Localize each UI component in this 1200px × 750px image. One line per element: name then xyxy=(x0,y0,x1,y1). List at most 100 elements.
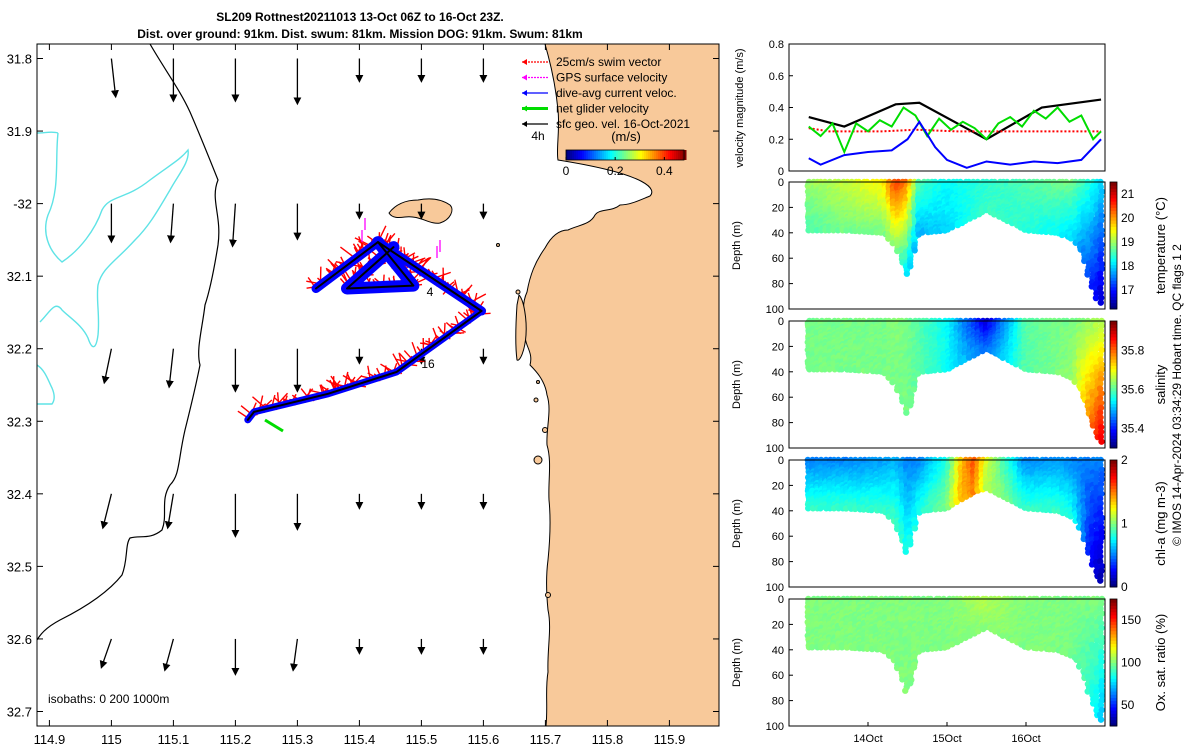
map-x-tick-label: 115.1 xyxy=(158,732,190,747)
colorbar-swatch xyxy=(616,150,619,160)
colorbar-swatch xyxy=(674,150,677,160)
section-colorbar-swatch xyxy=(1110,368,1117,373)
colorbar-swatch xyxy=(662,150,665,160)
velocity-y-tick-label: 0 xyxy=(778,166,784,178)
geo-velocity-arrow xyxy=(164,493,175,530)
section-colorbar-swatch xyxy=(1110,251,1117,256)
section-colorbar-tick-label: 21 xyxy=(1121,187,1135,201)
colorbar-swatch xyxy=(668,150,671,160)
small-island xyxy=(533,397,539,403)
section-y-tick-label: 80 xyxy=(772,418,784,430)
geo-velocity-arrow xyxy=(165,348,175,389)
map-x-tick-label: 115.7 xyxy=(530,732,562,747)
colorbar-swatch xyxy=(570,150,573,160)
map-x-tick-label: 115.2 xyxy=(220,732,252,747)
geo-velocity-arrow xyxy=(229,203,237,248)
colorbar-swatch xyxy=(572,150,575,160)
section-colorbar-swatch xyxy=(1110,359,1117,363)
legend-label: net glider velocity xyxy=(556,102,649,116)
section-colorbar-swatch xyxy=(1110,213,1117,218)
section-colorbar-swatch xyxy=(1110,201,1117,205)
colorbar-swatch xyxy=(576,150,579,160)
colorbar-swatch xyxy=(676,150,679,160)
section-colorbar-swatch xyxy=(1110,264,1117,269)
section-data-point xyxy=(1097,299,1104,306)
velocity-series-line xyxy=(808,106,1102,155)
small-island xyxy=(545,592,551,598)
geo-velocity-arrow xyxy=(99,638,113,669)
colorbar-swatch xyxy=(600,150,603,160)
section-colorbar-swatch xyxy=(1110,409,1117,414)
section-y-tick-label: 40 xyxy=(772,228,784,240)
map-y-tick-label: 31.8 xyxy=(7,52,32,67)
colorbar-swatch xyxy=(634,150,637,160)
section-y-tick-label: 0 xyxy=(778,316,784,328)
map-y-tick-label: -32 xyxy=(13,197,32,212)
geo-velocity-arrow xyxy=(100,493,113,530)
section-colorbar-swatch xyxy=(1110,283,1117,288)
velocity-series-line xyxy=(808,127,1102,133)
legend-arrowhead xyxy=(522,121,527,127)
section-colorbar-swatch xyxy=(1110,229,1117,234)
section-colorbar-swatch xyxy=(1110,296,1117,300)
map-frame xyxy=(36,43,720,727)
section-colorbar-swatch xyxy=(1110,321,1117,325)
colorbar-swatch xyxy=(672,150,675,160)
colorbar-tick-label: 0 xyxy=(563,164,570,178)
map-x-tick-label: 115 xyxy=(101,732,122,747)
legend-label: sfc geo. vel. 16-Oct-2021 xyxy=(556,117,690,131)
colorbar-swatch xyxy=(626,150,629,160)
section-y-tick-label: 20 xyxy=(772,341,784,353)
section-colorbar-swatch xyxy=(1110,349,1117,354)
section-data-point xyxy=(868,506,875,514)
map-y-tick-label: 32.1 xyxy=(7,269,32,284)
section-colorbar-swatch xyxy=(1110,336,1117,341)
colorbar-swatch xyxy=(656,150,659,160)
section-colorbar-swatch xyxy=(1110,242,1117,246)
section-colorbar-swatch xyxy=(1110,422,1117,427)
colorbar-swatch xyxy=(680,150,683,160)
colorbar-swatch xyxy=(582,150,585,160)
section-colorbar-swatch xyxy=(1110,185,1117,189)
section-colorbar-swatch xyxy=(1110,255,1117,259)
colorbar-swatch xyxy=(652,150,655,160)
section-colorbar-swatch xyxy=(1110,432,1117,436)
section-colorbar-swatch xyxy=(1110,387,1117,392)
colorbar-label: (m/s) xyxy=(611,129,641,144)
section-colorbar-swatch xyxy=(1110,406,1117,411)
section-colorbar-label: salinity xyxy=(1153,364,1168,404)
colorbar-swatch xyxy=(608,150,611,160)
section-colorbar-swatch xyxy=(1110,403,1117,408)
colorbar-swatch xyxy=(596,150,599,160)
map-y-tick-label: 32.2 xyxy=(7,342,32,357)
geo-velocity-arrow xyxy=(110,58,119,99)
velocity-panel-bg xyxy=(789,44,1105,171)
colorbar-swatch xyxy=(618,150,621,160)
section-colorbar-swatch xyxy=(1110,441,1117,446)
legend-arrowhead xyxy=(522,105,527,112)
section-colorbar-swatch xyxy=(1110,188,1117,193)
section-colorbar-swatch xyxy=(1110,223,1117,227)
section-colorbar-swatch xyxy=(1110,327,1117,332)
map-x-tick-label: 114.9 xyxy=(34,732,66,747)
map-y-tick-label: 32.7 xyxy=(7,704,32,719)
colorbar-swatch xyxy=(648,150,651,160)
section-colorbar-swatch xyxy=(1110,352,1117,357)
section-colorbar-swatch xyxy=(1110,425,1117,430)
section-colorbar-tick-label: 19 xyxy=(1121,235,1135,249)
section-colorbar-swatch xyxy=(1110,400,1117,405)
colorbar-swatch xyxy=(658,150,661,160)
section-y-tick-label: 60 xyxy=(772,392,784,404)
colorbar-swatch xyxy=(650,150,653,160)
velocity-series-line xyxy=(808,98,1102,141)
map-x-tick-label: 115.8 xyxy=(592,732,624,747)
colorbar-swatch xyxy=(598,150,601,160)
section-colorbar-swatch xyxy=(1110,204,1117,208)
legend-label: GPS surface velocity xyxy=(556,71,667,85)
section-colorbar-swatch xyxy=(1110,384,1117,389)
geo-velocity-arrow xyxy=(290,638,299,672)
